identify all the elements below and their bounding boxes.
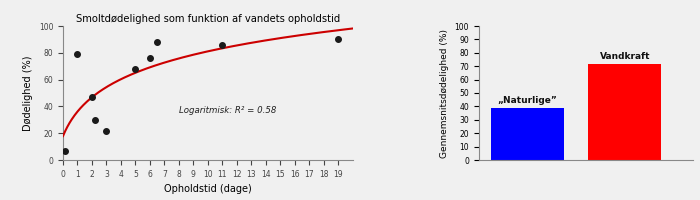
Y-axis label: Gennemsnitsdødelighed (%): Gennemsnitsdødelighed (%) xyxy=(440,28,449,157)
Bar xyxy=(588,64,662,160)
Point xyxy=(332,38,344,41)
Point xyxy=(86,95,97,99)
Text: Vandkraft: Vandkraft xyxy=(600,52,650,61)
Point xyxy=(101,129,112,132)
Point xyxy=(130,67,141,70)
Point xyxy=(144,57,155,60)
Point xyxy=(60,149,71,152)
Bar xyxy=(491,108,564,160)
X-axis label: Opholdstid (dage): Opholdstid (dage) xyxy=(164,184,252,194)
Text: „Naturlige”: „Naturlige” xyxy=(498,96,557,105)
Point xyxy=(217,43,228,46)
Point xyxy=(90,118,101,121)
Text: Logaritmisk: R² = 0.58: Logaritmisk: R² = 0.58 xyxy=(179,106,276,115)
Point xyxy=(152,40,163,44)
Title: Smoltdødelighed som funktion af vandets opholdstid: Smoltdødelighed som funktion af vandets … xyxy=(76,14,340,24)
Y-axis label: Dødelighed (%): Dødelighed (%) xyxy=(23,55,33,131)
Point xyxy=(72,53,83,56)
